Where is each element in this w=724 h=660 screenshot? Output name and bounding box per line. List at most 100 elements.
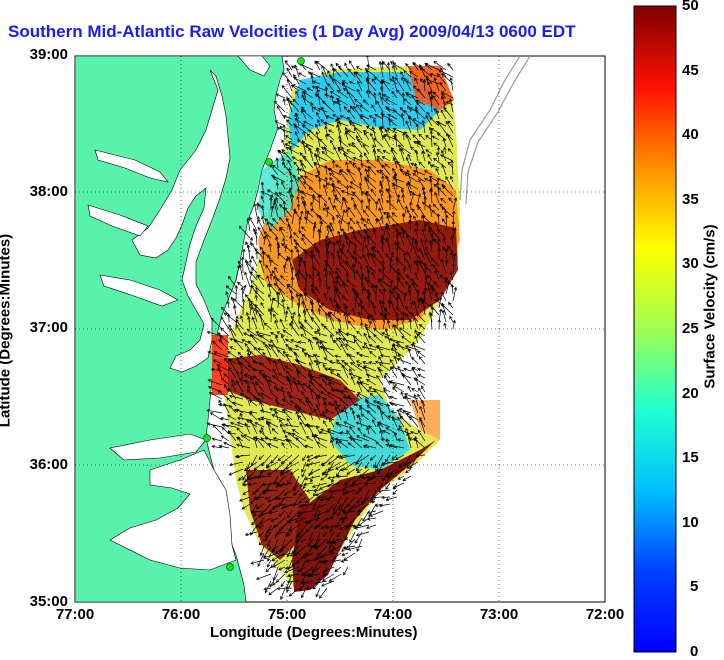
velocity-arrow: [447, 148, 454, 155]
velocity-arrow: [301, 461, 307, 473]
velocity-arrow: [274, 120, 286, 127]
velocity-arrow: [385, 225, 391, 239]
velocity-arrow: [286, 531, 293, 536]
velocity-arrow: [395, 222, 405, 232]
velocity-arrow: [344, 131, 349, 141]
velocity-arrow: [363, 223, 370, 232]
velocity-arrow: [369, 510, 384, 517]
velocity-arrow: [393, 385, 405, 393]
velocity-arrow: [238, 475, 244, 482]
velocity-arrow: [263, 231, 272, 239]
velocity-arrow: [417, 88, 426, 99]
velocity-arrow: [278, 287, 286, 302]
velocity-arrow: [378, 60, 384, 78]
velocity-arrow: [277, 349, 286, 358]
velocity-arrow: [290, 193, 294, 211]
velocity-arrow: [270, 174, 286, 183]
velocity-arrow: [298, 216, 302, 232]
velocity-arrow: [316, 510, 328, 517]
velocity-arrow: [332, 114, 342, 120]
velocity-arrow: [431, 288, 440, 295]
velocity-arrow: [339, 468, 349, 472]
velocity-arrow: [432, 203, 440, 211]
velocity-arrow: [397, 292, 405, 309]
velocity-arrow: [441, 164, 447, 176]
velocity-arrow: [309, 376, 321, 386]
velocity-arrow: [316, 495, 328, 500]
velocity-arrow: [355, 421, 370, 428]
velocity-arrow: [362, 218, 370, 225]
velocity-arrow: [312, 80, 321, 85]
velocity-arrow: [243, 332, 251, 337]
velocity-arrow: [290, 65, 300, 71]
velocity-arrow: [371, 418, 377, 428]
velocity-arrow: [424, 274, 429, 288]
velocity-arrow: [305, 524, 314, 533]
velocity-arrow: [328, 172, 342, 183]
velocity-arrow: [367, 197, 372, 211]
velocity-arrow: [311, 433, 321, 449]
velocity-arrow: [347, 143, 356, 148]
velocity-arrow: [321, 151, 335, 162]
velocity-arrow: [366, 410, 377, 421]
velocity-arrow: [354, 531, 363, 544]
colorbar-tick: 10: [682, 514, 699, 531]
velocity-arrow: [271, 427, 279, 435]
velocity-arrow: [297, 414, 307, 428]
velocity-arrow: [312, 106, 321, 113]
colorbar-label: Surface Velocity (cm/s): [701, 224, 719, 389]
velocity-arrow: [258, 538, 265, 546]
velocity-arrow: [259, 517, 272, 525]
velocity-arrow: [296, 248, 300, 260]
velocity-arrow: [349, 217, 356, 225]
velocity-arrow: [265, 488, 279, 493]
velocity-arrow: [259, 468, 272, 474]
velocity-arrow: [240, 256, 245, 274]
velocity-arrow: [310, 74, 314, 85]
velocity-arrow: [292, 98, 300, 106]
velocity-arrow: [212, 424, 223, 435]
y-tick-label: 38:00: [29, 183, 68, 200]
velocity-arrow: [267, 442, 279, 449]
velocity-arrow: [236, 421, 251, 428]
velocity-arrow: [372, 148, 377, 162]
velocity-arrow: [362, 434, 377, 442]
x-tick-label: 74:00: [373, 606, 413, 623]
velocity-arrow: [302, 130, 307, 141]
velocity-arrow: [382, 94, 391, 99]
velocity-arrow: [393, 355, 398, 365]
velocity-arrow: [335, 422, 349, 428]
velocity-arrow: [385, 475, 391, 485]
velocity-arrow: [326, 285, 330, 295]
velocity-arrow: [440, 109, 447, 120]
velocity-arrow: [334, 164, 342, 169]
velocity-arrow: [382, 430, 391, 435]
velocity-arrow: [386, 61, 391, 78]
velocity-arrow: [361, 345, 377, 351]
velocity-arrow: [278, 358, 286, 372]
velocity-arrow: [430, 257, 440, 267]
velocity-arrow: [271, 164, 286, 176]
velocity-arrow: [274, 266, 279, 274]
velocity-arrow: [315, 123, 321, 134]
velocity-arrow: [379, 354, 391, 358]
velocity-arrow: [251, 255, 258, 267]
velocity-arrow: [284, 338, 293, 344]
velocity-arrow: [250, 242, 258, 253]
velocity-arrow: [357, 311, 363, 323]
velocity-arrow: [322, 207, 335, 218]
velocity-arrow: [372, 228, 377, 239]
velocity-arrow: [246, 385, 251, 393]
velocity-arrow: [366, 404, 377, 414]
velocity-arrow: [298, 320, 307, 330]
velocity-arrow: [291, 559, 300, 567]
velocity-arrow: [322, 566, 335, 573]
velocity-arrow: [303, 202, 307, 218]
velocity-arrow: [407, 105, 412, 113]
velocity-arrow: [265, 419, 272, 435]
velocity-arrow: [317, 573, 328, 581]
velocity-arrow: [365, 373, 377, 379]
velocity-arrow: [286, 96, 293, 113]
velocity-arrow: [211, 340, 223, 351]
velocity-arrow: [346, 279, 356, 288]
